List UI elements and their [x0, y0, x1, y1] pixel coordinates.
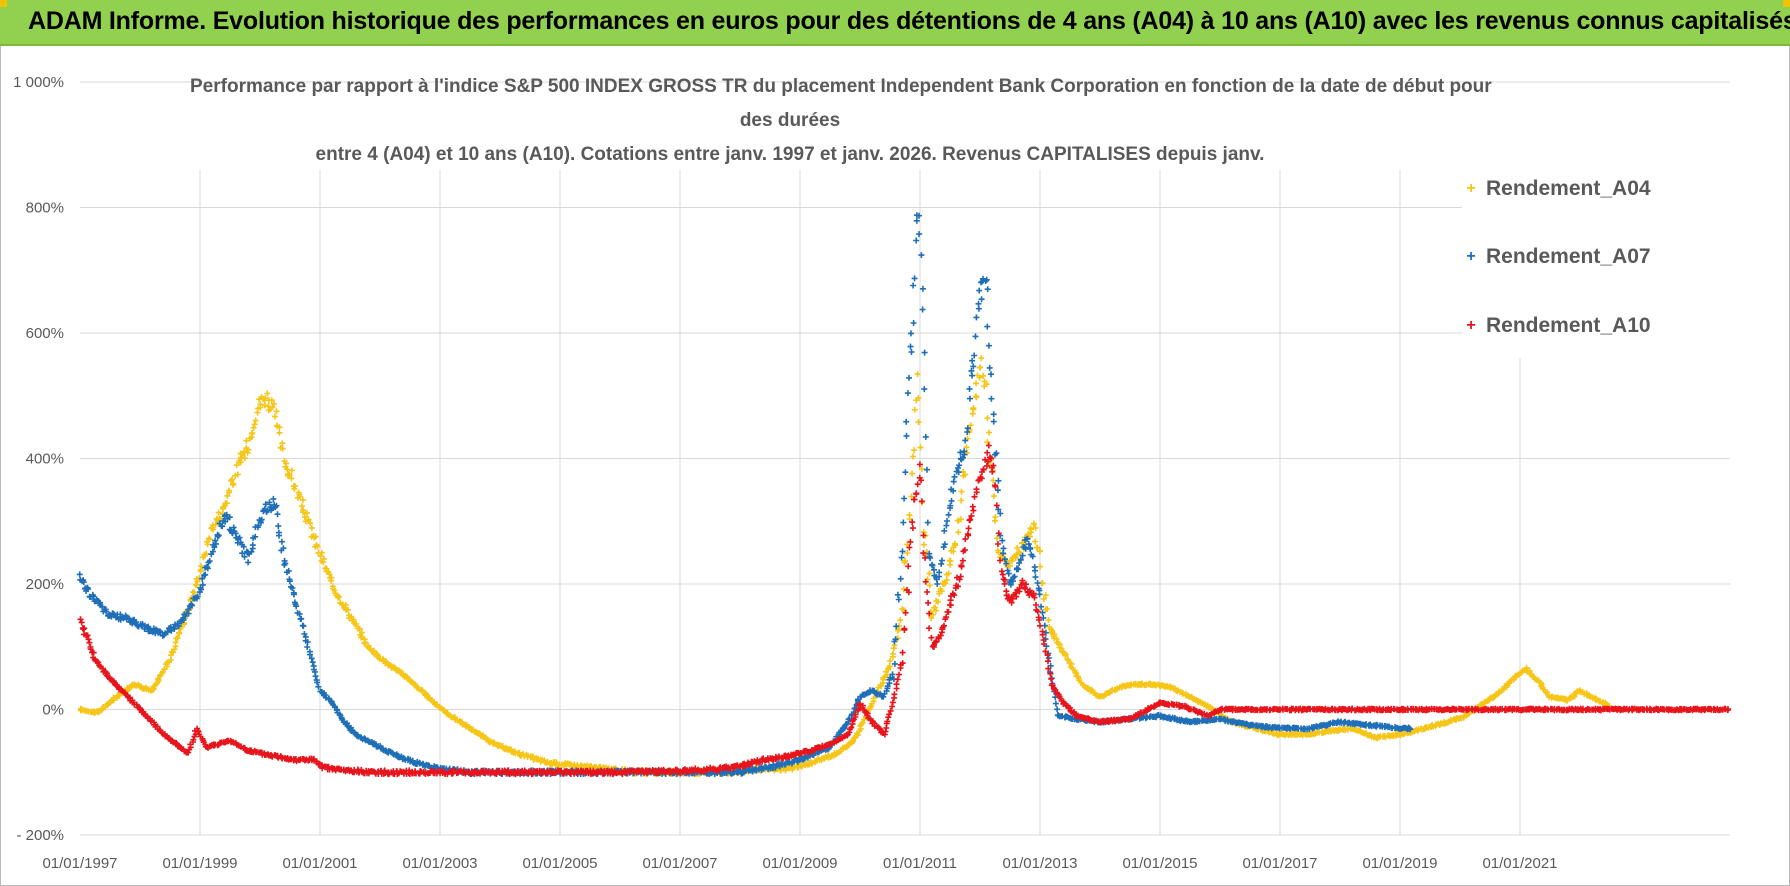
x-tick-label: 01/01/1999 [162, 855, 237, 872]
x-tick-label: 01/01/2001 [282, 855, 357, 872]
series-rendement-a10 [77, 442, 1732, 778]
legend-label-a07: Rendement_A07 [1486, 245, 1651, 268]
chart-title-line-3: entre 4 (A04) et 10 ans (A10). Cotations… [315, 144, 1265, 165]
banner-corner-left [0, 0, 7, 7]
y-tick-label: 0% [42, 702, 64, 719]
x-tick-label: 01/01/2021 [1482, 855, 1557, 872]
x-tick-label: 01/01/2005 [522, 855, 597, 872]
banner-title: ADAM Informe. Evolution historique des p… [28, 7, 1790, 35]
series-layer [76, 212, 1732, 778]
series-markers [76, 212, 1414, 778]
chart-title: Performance par rapport à l'indice S&P 5… [190, 70, 1492, 172]
legend-label-a10: Rendement_A10 [1486, 314, 1651, 337]
legend-item-a04: + Rendement_A04 [1462, 174, 1651, 204]
legend-item-a07: + Rendement_A07 [1462, 242, 1651, 272]
series-rendement-a07 [76, 212, 1414, 778]
x-tick-label: 01/01/2003 [402, 855, 477, 872]
x-tick-label: 01/01/2013 [1002, 855, 1077, 872]
y-axis-ticks: - 200% 0% 200% 400% 600% 800% 1 000% [13, 74, 64, 844]
x-tick-label: 01/01/2015 [1122, 855, 1197, 872]
x-tick-label: 01/01/2017 [1242, 855, 1317, 872]
series-markers [77, 442, 1732, 778]
x-tick-label: 01/01/1997 [42, 855, 117, 872]
x-tick-label: 01/01/2019 [1362, 855, 1437, 872]
series-markers [77, 355, 1613, 778]
banner-corner-right [1783, 0, 1790, 7]
x-tick-label: 01/01/2011 [883, 855, 957, 872]
chart-title-line-1: Performance par rapport à l'indice S&P 5… [190, 76, 1492, 97]
y-tick-label: 1 000% [13, 74, 64, 91]
y-tick-label: 400% [26, 451, 64, 468]
legend-item-a10: + Rendement_A10 [1462, 311, 1651, 341]
legend-marker-a04: + [1466, 180, 1476, 197]
x-tick-label: 01/01/2009 [762, 855, 837, 872]
series-rendement-a04 [77, 355, 1613, 778]
legend-marker-a10: + [1466, 317, 1476, 334]
chart-grid [80, 81, 1730, 836]
y-tick-label: - 200% [16, 827, 64, 844]
chart-legend: + Rendement_A04 + Rendement_A07 + Rendem… [1462, 168, 1732, 358]
chart-title-line-2: des durées [739, 110, 841, 131]
y-tick-label: 800% [26, 200, 64, 217]
report-banner: ADAM Informe. Evolution historique des p… [0, 0, 1790, 46]
x-tick-label: 01/01/2007 [642, 855, 717, 872]
legend-marker-a07: + [1466, 248, 1476, 265]
legend-label-a04: Rendement_A04 [1486, 177, 1651, 200]
x-axis-ticks: 01/01/1997 01/01/1999 01/01/2001 01/01/2003… [42, 855, 1557, 872]
y-tick-label: 200% [26, 576, 64, 593]
y-tick-label: 600% [26, 325, 64, 342]
